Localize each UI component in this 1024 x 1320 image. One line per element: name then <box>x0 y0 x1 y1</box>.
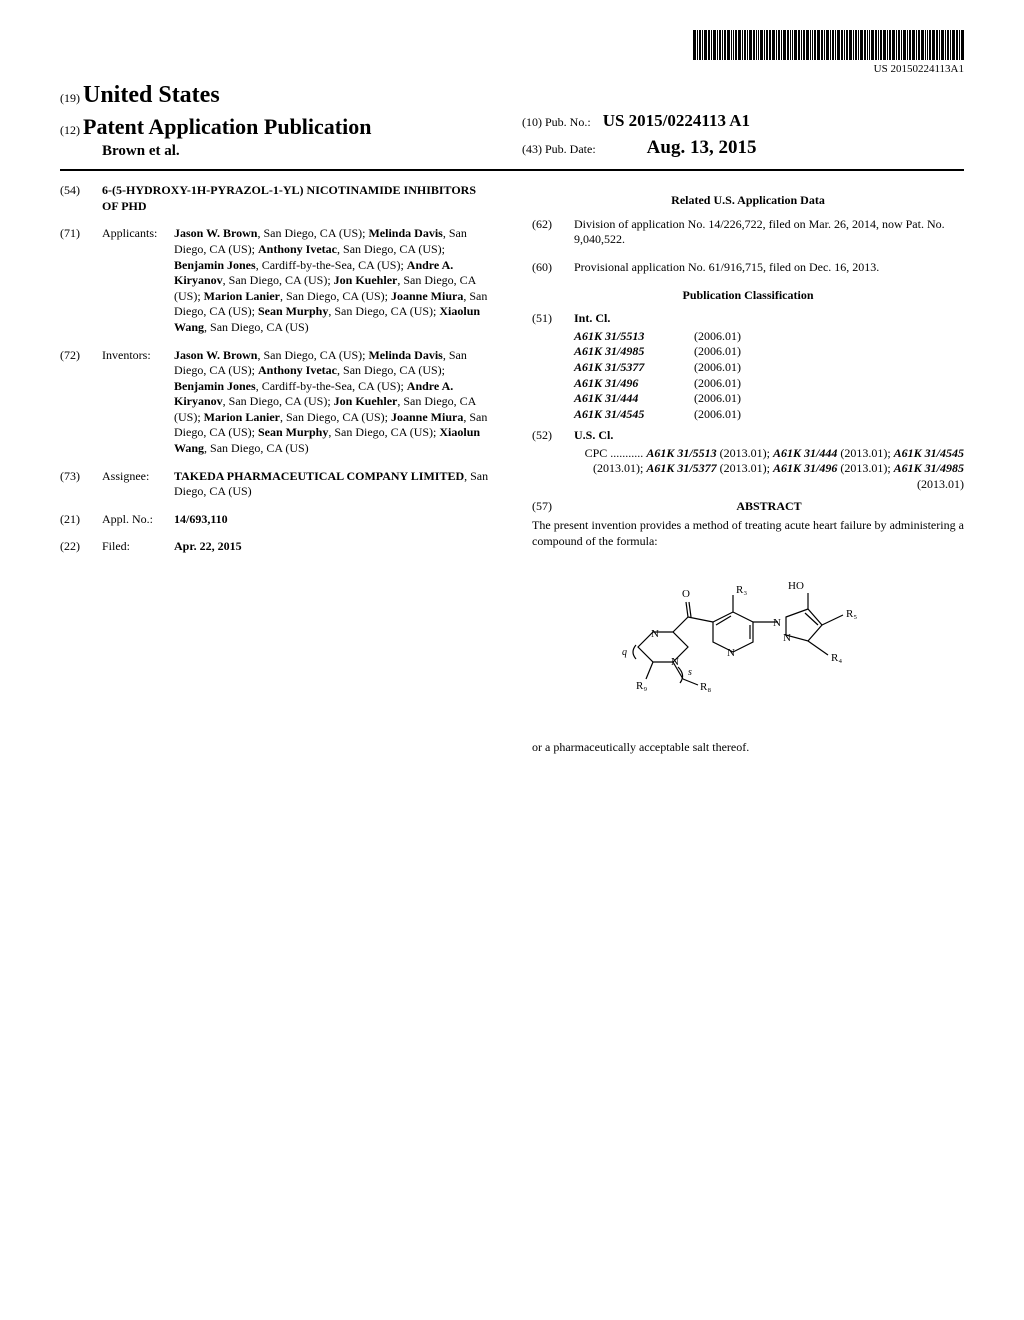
country-name: United States <box>83 82 220 108</box>
applicants-field: (71) Applicants: Jason W. Brown, San Die… <box>60 226 492 335</box>
inventors-label: Inventors: <box>102 348 174 457</box>
assignee-field: (73) Assignee: TAKEDA PHARMACEUTICAL COM… <box>60 469 492 500</box>
assignee-code: (73) <box>60 469 102 500</box>
applicants-text: Jason W. Brown, San Diego, CA (US); Meli… <box>174 226 492 335</box>
svg-text:N: N <box>773 617 781 629</box>
right-column: Related U.S. Application Data (62) Divis… <box>532 183 964 756</box>
abstract-body: The present invention provides a method … <box>532 518 964 549</box>
division-text: Division of application No. 14/226,722, … <box>574 217 964 248</box>
uscl-field: (52) U.S. Cl. <box>532 428 964 444</box>
closing-text: or a pharmaceutically acceptable salt th… <box>532 740 964 756</box>
title-code: (54) <box>60 183 102 214</box>
header-right: (10) Pub. No.: US 2015/0224113 A1 (43) P… <box>502 110 964 161</box>
cpc-lead: CPC ........... <box>585 446 644 460</box>
body: (54) 6-(5-HYDROXY-1H-PYRAZOL-1-YL) NICOT… <box>60 183 964 756</box>
svg-text:q: q <box>622 647 627 658</box>
svg-text:R₅: R₅ <box>846 608 857 620</box>
left-column: (54) 6-(5-HYDROXY-1H-PYRAZOL-1-YL) NICOT… <box>60 183 492 756</box>
svg-text:R₄: R₄ <box>831 652 842 664</box>
uscl-code: (52) <box>532 428 574 444</box>
pubno-label: Pub. No.: <box>545 115 591 129</box>
pubno-code: (10) <box>522 115 542 129</box>
provisional-code: (60) <box>532 260 574 276</box>
pub-number: US 2015/0224113 A1 <box>603 111 750 130</box>
division-code: (62) <box>532 217 574 248</box>
filed-field: (22) Filed: Apr. 22, 2015 <box>60 539 492 555</box>
svg-text:O: O <box>682 588 690 600</box>
pubdate-label: Pub. Date: <box>545 142 596 156</box>
abstract-field: (57) ABSTRACT <box>532 499 964 515</box>
intcl-code: (51) <box>532 311 574 327</box>
svg-text:N: N <box>727 647 735 659</box>
inventors-field: (72) Inventors: Jason W. Brown, San Dieg… <box>60 348 492 457</box>
svg-text:N: N <box>651 628 659 640</box>
barcode-area: US 20150224113A1 <box>60 30 964 77</box>
applno-text: 14/693,110 <box>174 512 228 526</box>
filed-text: Apr. 22, 2015 <box>174 539 242 553</box>
applno-code: (21) <box>60 512 102 528</box>
pubdate-code: (43) <box>522 142 542 156</box>
inventors-text: Jason W. Brown, San Diego, CA (US); Meli… <box>174 348 492 457</box>
intcl-row: A61K 31/5513(2006.01) <box>574 329 964 345</box>
intcl-row: A61K 31/496(2006.01) <box>574 376 964 392</box>
barcode-number: US 20150224113A1 <box>693 62 964 76</box>
applno-label: Appl. No.: <box>102 512 174 528</box>
svg-text:HO: HO <box>788 580 804 592</box>
intcl-row: A61K 31/4545(2006.01) <box>574 407 964 423</box>
filed-code: (22) <box>60 539 102 555</box>
formula-svg: N N q R₉ R₈ s O <box>608 567 888 717</box>
svg-text:R₈: R₈ <box>700 681 711 693</box>
assignee-label: Assignee: <box>102 469 174 500</box>
applicants-label: Applicants: <box>102 226 174 335</box>
authors-short: Brown et al. <box>60 142 502 162</box>
chemical-formula: N N q R₉ R₈ s O <box>532 567 964 722</box>
intcl-row: A61K 31/4985(2006.01) <box>574 344 964 360</box>
uscl-label: U.S. Cl. <box>574 428 613 442</box>
intcl-list: A61K 31/5513(2006.01) A61K 31/4985(2006.… <box>532 329 964 423</box>
pub-date: Aug. 13, 2015 <box>647 137 757 158</box>
pub-code: (12) <box>60 123 80 137</box>
provisional-text: Provisional application No. 61/916,715, … <box>574 260 964 276</box>
intcl-row: A61K 31/5377(2006.01) <box>574 360 964 376</box>
abstract-code: (57) <box>532 499 574 515</box>
provisional-field: (60) Provisional application No. 61/916,… <box>532 260 964 276</box>
classification-heading: Publication Classification <box>532 288 964 304</box>
title-field: (54) 6-(5-HYDROXY-1H-PYRAZOL-1-YL) NICOT… <box>60 183 492 214</box>
inventors-code: (72) <box>60 348 102 457</box>
svg-text:N: N <box>783 632 791 644</box>
cpc-text: A61K 31/5513 (2013.01); A61K 31/444 (201… <box>593 446 964 491</box>
cpc-block: CPC ........... A61K 31/5513 (2013.01); … <box>532 446 964 493</box>
filed-label: Filed: <box>102 539 174 555</box>
pub-title: Patent Application Publication <box>83 114 371 139</box>
applno-field: (21) Appl. No.: 14/693,110 <box>60 512 492 528</box>
intcl-row: A61K 31/444(2006.01) <box>574 391 964 407</box>
svg-text:R₃: R₃ <box>736 584 747 596</box>
abstract-heading: ABSTRACT <box>736 499 801 513</box>
barcode-stripes <box>693 30 964 60</box>
svg-text:R₉: R₉ <box>636 680 647 692</box>
related-heading: Related U.S. Application Data <box>532 193 964 209</box>
header: (19) United States (12) Patent Applicati… <box>60 80 964 171</box>
country-code: (19) <box>60 91 80 105</box>
title-text: 6-(5-HYDROXY-1H-PYRAZOL-1-YL) NICOTINAMI… <box>102 183 492 214</box>
intcl-label: Int. Cl. <box>574 311 610 325</box>
barcode: US 20150224113A1 <box>693 30 964 76</box>
header-left: (19) United States (12) Patent Applicati… <box>60 80 502 161</box>
intcl-field: (51) Int. Cl. <box>532 311 964 327</box>
svg-text:s: s <box>688 667 692 678</box>
assignee-text: TAKEDA PHARMACEUTICAL COMPANY LIMITED, S… <box>174 469 492 500</box>
division-field: (62) Division of application No. 14/226,… <box>532 217 964 248</box>
applicants-code: (71) <box>60 226 102 335</box>
